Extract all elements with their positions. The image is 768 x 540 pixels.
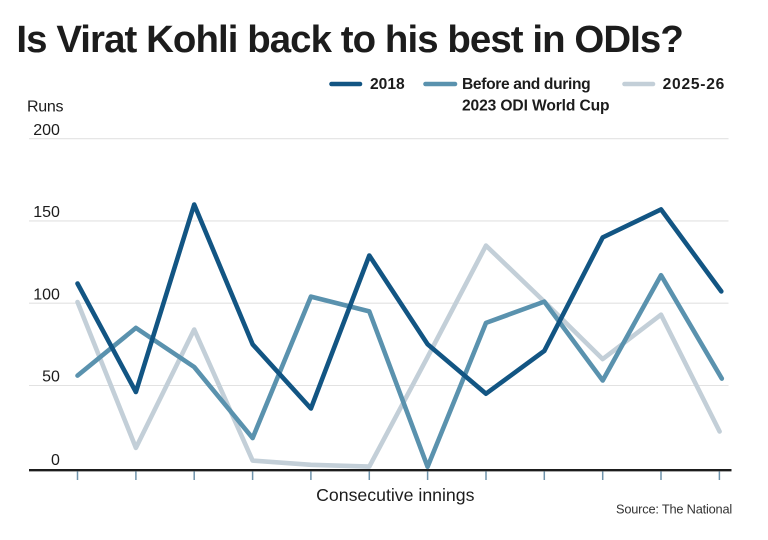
- svg-text:2023 ODI World Cup: 2023 ODI World Cup: [462, 98, 609, 115]
- svg-text:Consecutive innings: Consecutive innings: [316, 485, 474, 505]
- svg-text:Source: The National: Source: The National: [616, 501, 732, 516]
- svg-text:50: 50: [42, 369, 60, 386]
- svg-text:Is Virat Kohli back to his bes: Is Virat Kohli back to his best in ODIs?: [16, 18, 682, 61]
- svg-text:Runs: Runs: [27, 99, 63, 116]
- svg-text:2025-26: 2025-26: [663, 76, 725, 93]
- svg-text:2018: 2018: [370, 76, 405, 93]
- svg-text:150: 150: [33, 204, 60, 221]
- svg-text:200: 200: [33, 122, 60, 139]
- svg-text:0: 0: [51, 452, 60, 469]
- svg-text:Before and during: Before and during: [462, 76, 590, 93]
- svg-text:100: 100: [33, 286, 60, 303]
